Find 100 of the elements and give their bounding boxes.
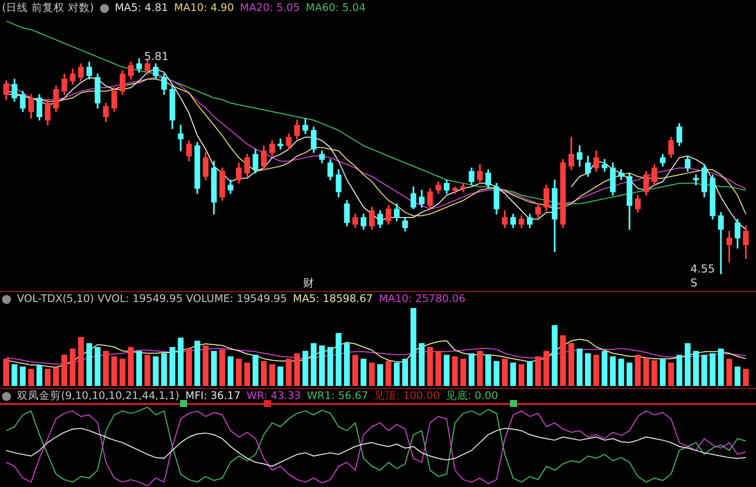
bar xyxy=(418,343,425,386)
bar xyxy=(610,356,616,386)
bar xyxy=(585,353,591,386)
bar xyxy=(510,362,516,386)
bar xyxy=(535,356,541,386)
bar xyxy=(20,366,26,386)
bar xyxy=(252,354,258,386)
bar xyxy=(742,368,749,386)
bar xyxy=(302,350,308,386)
bar xyxy=(319,345,325,386)
bar xyxy=(626,362,632,386)
bar xyxy=(618,358,624,386)
bar xyxy=(468,353,474,386)
bar xyxy=(228,356,234,386)
bar xyxy=(61,354,68,386)
bar xyxy=(294,353,300,386)
bar xyxy=(643,358,650,386)
bar xyxy=(278,366,284,386)
bar xyxy=(494,361,500,386)
bar xyxy=(102,350,109,386)
bar xyxy=(502,358,508,386)
bar xyxy=(660,358,666,386)
bar xyxy=(402,358,408,386)
text: 见底: 0.00 xyxy=(446,389,498,403)
bar xyxy=(476,350,483,386)
bar xyxy=(111,356,118,386)
bar xyxy=(568,343,574,386)
bar xyxy=(128,347,134,386)
bar xyxy=(684,343,691,386)
bar xyxy=(236,358,242,386)
bar xyxy=(310,343,317,386)
bar xyxy=(427,347,433,386)
bar xyxy=(186,348,192,386)
bar xyxy=(576,348,583,386)
text: MFI: 36.17 xyxy=(185,390,241,402)
bar xyxy=(593,354,600,386)
bar xyxy=(169,347,176,386)
bar xyxy=(327,347,334,386)
bar xyxy=(244,362,250,386)
bar xyxy=(368,362,375,386)
bar xyxy=(386,361,392,386)
text: MA60: 5.04 xyxy=(306,2,366,14)
bar xyxy=(120,358,126,386)
bar xyxy=(726,358,732,386)
bar xyxy=(435,350,442,386)
bar xyxy=(28,368,34,386)
bar xyxy=(336,332,342,386)
bar xyxy=(360,358,366,386)
text: MA20: 5.05 xyxy=(240,2,300,14)
bar xyxy=(518,364,524,386)
chart-title: VOL-TDX(5,10) VVOL: 19549.95 VOLUME: 19549.95 xyxy=(17,293,287,305)
series-label: WR1: 56.67 xyxy=(306,390,368,402)
chart-title: 双凤金剪(9,10,10,10,21,44,1,1) xyxy=(17,389,180,403)
text: 财 xyxy=(303,276,314,290)
text: MA10: 25780.06 xyxy=(378,293,466,305)
bar xyxy=(152,356,159,386)
bar xyxy=(452,356,458,386)
bar xyxy=(710,353,716,386)
text: MA5: 18598.67 xyxy=(292,293,373,305)
bar xyxy=(444,354,450,386)
bar xyxy=(394,362,400,386)
bar xyxy=(460,358,466,386)
text: WR: 43.33 xyxy=(246,390,301,402)
bar xyxy=(12,364,18,386)
bar xyxy=(485,354,492,386)
bar xyxy=(543,350,550,386)
bar xyxy=(693,350,699,386)
bar xyxy=(260,361,267,386)
text: MA5: 4.81 xyxy=(114,2,168,14)
bar xyxy=(344,343,350,386)
bar xyxy=(94,347,100,386)
bar xyxy=(44,368,51,386)
bar xyxy=(53,367,59,386)
annotation: 4.55 xyxy=(690,262,715,276)
bar xyxy=(70,348,76,386)
bar xyxy=(136,350,142,386)
bar xyxy=(668,362,674,386)
bar xyxy=(269,364,276,386)
bar xyxy=(3,358,10,386)
bar xyxy=(211,350,217,386)
bar xyxy=(634,354,641,386)
bar xyxy=(36,364,42,386)
bar xyxy=(161,353,167,386)
bar xyxy=(734,366,740,386)
text: 见顶: 100.00 xyxy=(374,389,440,403)
chart-title: (日线 前复权 对数) xyxy=(2,1,94,15)
bar xyxy=(194,340,200,386)
bar xyxy=(352,354,358,386)
bar xyxy=(178,338,184,386)
bar xyxy=(78,336,84,386)
bar xyxy=(701,354,708,386)
bar xyxy=(560,335,566,386)
bar xyxy=(718,348,724,386)
bar xyxy=(652,360,658,386)
text: MA10: 4.90 xyxy=(174,2,234,14)
bar xyxy=(526,361,533,386)
bar xyxy=(552,325,558,386)
bar xyxy=(202,345,209,386)
bar xyxy=(676,354,682,386)
bar xyxy=(602,350,608,386)
